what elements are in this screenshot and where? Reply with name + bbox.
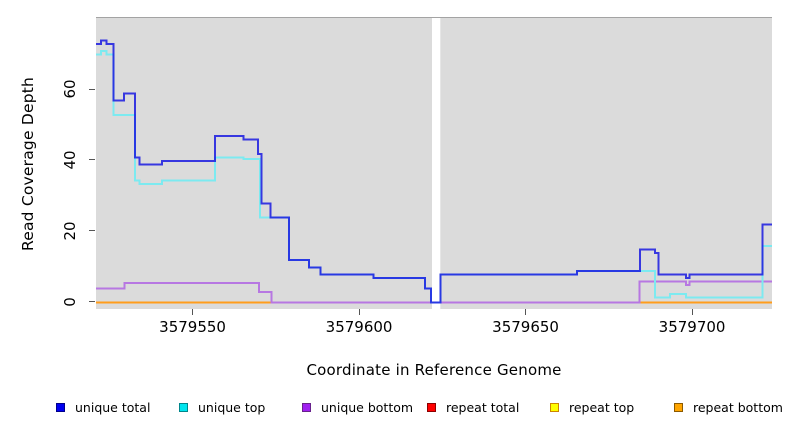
legend-label: repeat bottom (693, 400, 783, 415)
series-line-unique-total (96, 39, 772, 304)
y-tick-label: 0 (61, 296, 79, 307)
x-tick-label: 3579650 (492, 318, 559, 336)
legend-label: repeat top (569, 400, 635, 415)
y-tick-label: 40 (61, 150, 79, 170)
no-data-gap-band (432, 18, 441, 309)
legend-label: unique total (75, 400, 151, 415)
legend-item-unique-top: unique top (179, 400, 265, 415)
x-tick-mark (192, 309, 194, 315)
x-tick-label: 3579550 (159, 318, 226, 336)
legend-swatch-icon (56, 403, 65, 412)
legend-label: unique bottom (321, 400, 414, 415)
legend-swatch-icon (674, 403, 683, 412)
x-tick-mark (691, 309, 693, 315)
y-tick-label: 20 (61, 221, 79, 241)
x-tick-mark (525, 309, 527, 315)
legend-swatch-icon (550, 403, 559, 412)
legend-swatch-icon (302, 403, 311, 412)
legend-label: unique top (198, 400, 266, 415)
y-tick-mark (89, 301, 95, 303)
y-axis-title: Read Coverage Depth (19, 76, 37, 252)
y-tick-mark (89, 88, 95, 90)
coverage-step-lines (96, 18, 772, 309)
y-tick-label: 60 (61, 79, 79, 99)
y-tick-mark (89, 230, 95, 232)
legend-swatch-icon (179, 403, 188, 412)
legend-item-repeat-bottom: repeat bottom (674, 400, 783, 415)
x-tick-label: 3579600 (325, 318, 393, 336)
x-tick-mark (358, 309, 360, 315)
y-tick-mark (89, 159, 95, 161)
legend-item-repeat-top: repeat top (550, 400, 634, 415)
plot-panel (96, 17, 772, 309)
x-axis-title: Coordinate in Reference Genome (306, 361, 562, 379)
legend-swatch-icon (427, 403, 436, 412)
legend-item-unique-bottom: unique bottom (302, 400, 413, 415)
legend-label: repeat total (446, 400, 520, 415)
legend-item-unique-total: unique total (56, 400, 150, 415)
x-tick-label: 3579700 (658, 318, 726, 336)
legend-item-repeat-total: repeat total (427, 400, 519, 415)
series-line-unique-bottom (96, 280, 772, 304)
